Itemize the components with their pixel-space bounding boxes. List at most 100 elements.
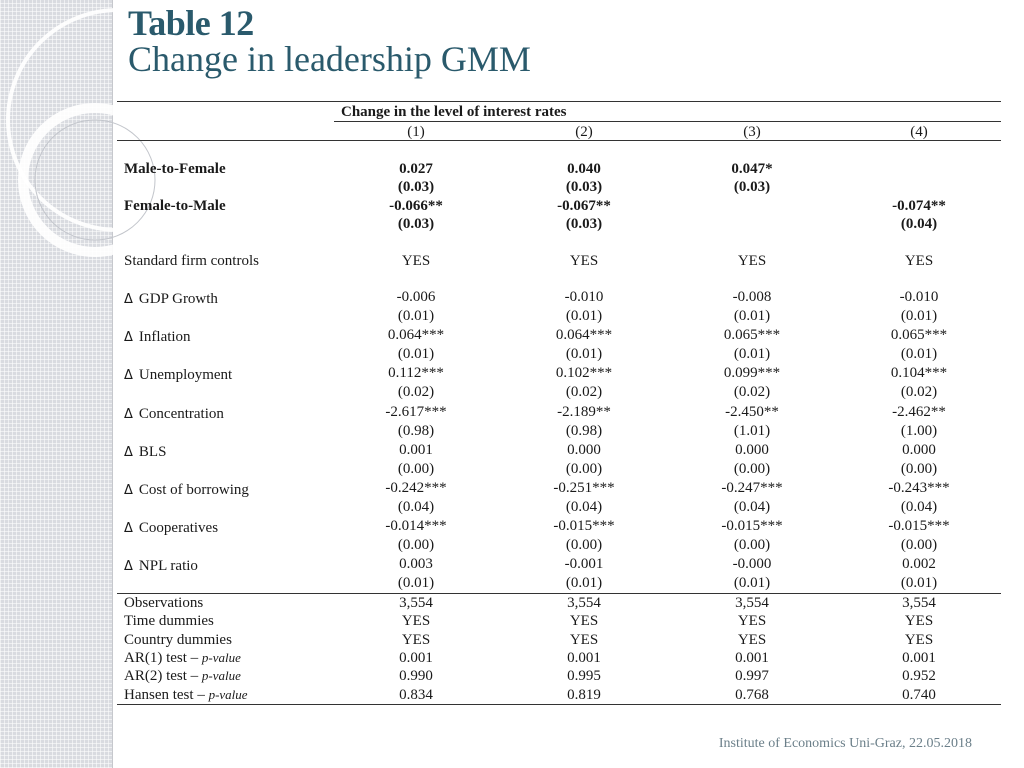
coefficient: 0.064***: [555, 327, 613, 344]
stat-label-text: Time dummies: [124, 613, 214, 630]
standard-error: (0.01): [900, 346, 938, 363]
row-label-text: Cost of borrowing: [138, 482, 249, 498]
coefficient: -0.010: [899, 289, 939, 305]
standard-error: (0.00): [900, 460, 938, 477]
row-label-text: Cooperatives: [138, 520, 219, 537]
controls-value: YES: [904, 253, 934, 269]
delta-symbol: Δ: [124, 368, 133, 384]
table-bottom-rule: [117, 704, 1001, 705]
coefficient: -0.247***: [721, 480, 783, 496]
slide-subtitle: Change in leadership GMM: [128, 39, 531, 79]
standard-error: (0.98): [397, 422, 435, 439]
row-label-female-to-male: Female-to-Male: [124, 198, 226, 214]
column-header: (2): [575, 124, 593, 140]
coefficient: -0.067**: [557, 198, 611, 214]
standard-error: (0.04): [397, 499, 435, 515]
standard-error: (0.00): [565, 460, 603, 477]
row-label-text: Unemployment: [138, 367, 233, 384]
standard-error: (0.04): [900, 216, 938, 232]
stat-label-text: Country dummies: [124, 631, 232, 648]
stat-value: YES: [401, 613, 431, 630]
stat-value: 0.768: [735, 686, 769, 703]
controls-value: YES: [401, 253, 431, 269]
coefficient: 0.099***: [723, 365, 781, 382]
standard-error: (1.01): [733, 422, 771, 439]
coefficient: -0.015***: [553, 518, 615, 535]
row-label-delta: Δ BLS: [124, 443, 166, 462]
delta-symbol: Δ: [124, 292, 133, 307]
controls-value: YES: [737, 253, 767, 269]
coefficient: -0.000: [732, 556, 772, 573]
coefficient: -0.006: [396, 289, 436, 305]
coefficient: -0.242***: [385, 480, 447, 496]
coefficient: -0.066**: [389, 198, 443, 214]
stat-value: 0.995: [567, 668, 601, 685]
stat-value: 0.001: [735, 649, 769, 666]
standard-error: (0.03): [397, 216, 435, 232]
stat-value: YES: [737, 631, 767, 648]
table-header-rule: [334, 121, 1001, 122]
standard-error: (0.01): [397, 575, 435, 592]
coefficient: 0.065***: [723, 327, 781, 344]
stat-label-text: AR(1) test –: [124, 649, 202, 666]
coefficient: 0.047*: [731, 161, 773, 177]
stat-value: 0.834: [399, 686, 433, 703]
standard-error: (0.02): [397, 384, 435, 401]
stat-value: 3,554: [567, 595, 601, 611]
stat-value: YES: [569, 613, 599, 630]
standard-error: (0.01): [565, 575, 603, 592]
coefficient: -0.251***: [553, 480, 615, 496]
standard-error: (0.98): [565, 422, 603, 439]
coefficient: 0.001: [399, 441, 433, 458]
stat-value: 0.819: [567, 686, 601, 703]
row-label-text: GDP Growth: [138, 291, 218, 307]
standard-error: (0.01): [397, 308, 435, 324]
stat-value: YES: [904, 631, 934, 648]
stat-value: 3,554: [399, 595, 433, 611]
stat-label-text: AR(2) test –: [124, 668, 202, 685]
standard-error: (0.03): [733, 179, 771, 195]
standard-error: (1.00): [900, 422, 938, 439]
row-label-delta: Δ GDP Growth: [124, 290, 218, 309]
delta-symbol: Δ: [124, 483, 133, 498]
standard-error: (0.01): [565, 346, 603, 363]
row-label-text: BLS: [138, 443, 167, 460]
row-label-delta: Δ Inflation: [124, 328, 191, 347]
standard-error: (0.02): [900, 384, 938, 401]
row-label-stat: Observations: [124, 594, 203, 612]
standard-error: (0.00): [900, 537, 938, 554]
stat-label-text: Hansen test –: [124, 686, 209, 703]
stat-value: YES: [569, 631, 599, 648]
coefficient: 0.102***: [555, 365, 613, 382]
stat-value: 0.997: [735, 668, 769, 685]
stat-value: YES: [401, 631, 431, 648]
delta-symbol: Δ: [124, 330, 133, 346]
standard-error: (0.03): [397, 179, 435, 195]
standard-error: (0.00): [733, 537, 771, 554]
standard-error: (0.03): [565, 179, 603, 195]
standard-error: (0.02): [733, 384, 771, 401]
standard-error: (0.00): [733, 460, 771, 477]
coefficient: 0.104***: [890, 365, 948, 382]
standard-error: (0.02): [565, 384, 603, 401]
coefficient: -0.010: [564, 289, 604, 305]
row-label-delta: Δ Cost of borrowing: [124, 481, 249, 500]
coefficient: 0.027: [399, 161, 433, 177]
decorative-circles: [6, 8, 200, 257]
coefficient: 0.000: [735, 441, 769, 458]
row-label-text: NPL ratio: [138, 558, 198, 575]
row-label-stat: Time dummies: [124, 612, 214, 630]
coefficient: -2.189**: [557, 403, 611, 420]
row-label-delta: Δ Unemployment: [124, 366, 232, 385]
standard-error: (0.01): [900, 308, 938, 324]
slide-title: Table 12: [128, 3, 254, 43]
stat-value: 3,554: [902, 595, 936, 611]
standard-error: (0.01): [565, 308, 603, 324]
coefficient: -0.014***: [385, 518, 447, 535]
stat-value: 3,554: [735, 595, 769, 611]
row-label-stat: AR(2) test – p-value: [124, 667, 241, 685]
table-stats-rule: [117, 593, 1001, 594]
standard-error: (0.01): [900, 575, 938, 592]
controls-value: YES: [569, 253, 599, 269]
coefficient: -0.015***: [888, 518, 950, 535]
